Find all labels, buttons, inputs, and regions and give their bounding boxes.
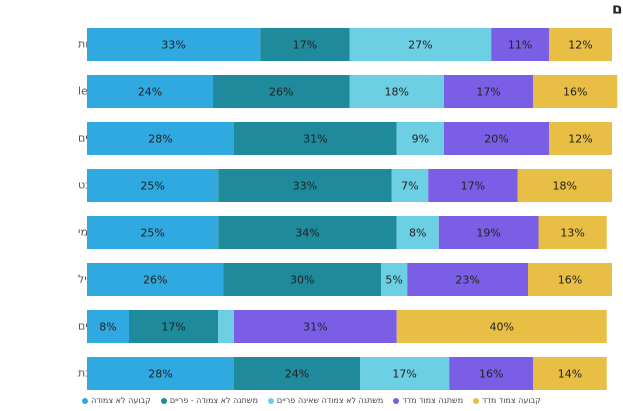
bar-segment <box>223 263 381 296</box>
legend-item: משתנה צמוד מדד <box>393 396 463 405</box>
bar-segment <box>444 122 549 155</box>
bar-segment <box>407 263 528 296</box>
value-label: 12% <box>568 39 592 52</box>
legend-label: משתנה לא צמודה - פריים <box>169 396 258 405</box>
value-label: 5% <box>385 274 402 287</box>
value-label: 30% <box>290 274 314 287</box>
legend-label: קבועה צמוד מדד <box>482 396 541 405</box>
value-label: 31% <box>303 133 327 146</box>
value-label: 25% <box>140 180 164 193</box>
bar-segment <box>218 310 234 343</box>
value-label: 18% <box>553 180 577 193</box>
value-label: 33% <box>161 39 185 52</box>
value-label: 17% <box>461 180 485 193</box>
bar-segment <box>349 28 492 61</box>
value-label: 24% <box>285 368 309 381</box>
legend-label: קבועה לא צמודה <box>91 396 151 405</box>
value-label: 26% <box>143 274 167 287</box>
legend-item: משתנה לא צמודה - פריים <box>160 396 258 405</box>
legend-item: קבועה לא צמודה <box>82 396 151 405</box>
value-label: 13% <box>560 227 584 240</box>
value-label: 19% <box>476 227 500 240</box>
legend-item: קבועה צמוד מדד <box>473 396 541 405</box>
value-label: 16% <box>479 368 503 381</box>
bar-segment <box>87 169 219 202</box>
bar-segment <box>87 122 234 155</box>
bar-segment <box>438 216 539 249</box>
value-label: 27% <box>408 39 432 52</box>
bar-segment <box>449 357 534 390</box>
value-label: 34% <box>295 227 319 240</box>
value-label: 25% <box>140 227 164 240</box>
legend: קבועה לא צמודה משתנה לא צמודה - פריים משתנ… <box>0 396 623 405</box>
bar-segment <box>234 310 397 343</box>
value-label: 7% <box>401 180 418 193</box>
value-label: 26% <box>269 86 293 99</box>
bar-segment <box>234 122 397 155</box>
legend-swatch <box>267 397 274 404</box>
bar-segment <box>87 263 224 296</box>
value-label: 18% <box>385 86 409 99</box>
bar-segment <box>87 28 261 61</box>
bar-segment <box>381 263 408 296</box>
value-label: 17% <box>476 86 500 99</box>
bar-segment <box>87 216 219 249</box>
bar-segment <box>396 122 444 155</box>
bar-segment <box>396 216 439 249</box>
bar-segment <box>396 310 607 343</box>
value-label: 8% <box>409 227 426 240</box>
bar-segment <box>234 357 360 390</box>
value-label: 20% <box>484 133 508 146</box>
bar-segment <box>533 357 607 390</box>
bar-segment <box>218 216 397 249</box>
legend-swatch <box>160 397 167 404</box>
value-label: 16% <box>558 274 582 287</box>
bar-segment <box>391 169 429 202</box>
legend-swatch <box>393 397 400 404</box>
value-label: 40% <box>490 321 514 334</box>
value-label: 16% <box>563 86 587 99</box>
bar-segment <box>533 75 618 108</box>
legend-label: משתנה לא צמודה שאינה פריים <box>276 396 384 405</box>
value-label: 23% <box>455 274 479 287</box>
legend-swatch <box>473 397 480 404</box>
chart: תמהיל המסלולים מסך הביצועים מזרחי טפחות3… <box>78 0 623 390</box>
value-label: 17% <box>392 368 416 381</box>
bar-segment <box>517 169 612 202</box>
value-label: 24% <box>138 86 162 99</box>
bar-segment <box>444 75 534 108</box>
legend-item: משתנה לא צמודה שאינה פריים <box>267 396 384 405</box>
bar-segment <box>538 216 607 249</box>
chart-title: תמהיל המסלולים מסך הביצועים <box>612 0 623 18</box>
bar-segment <box>218 169 392 202</box>
value-label: 8% <box>99 321 116 334</box>
bar-segment <box>87 357 234 390</box>
value-label: 33% <box>293 180 317 193</box>
bar-segment <box>360 357 450 390</box>
bar-segment <box>129 310 219 343</box>
bar-segment <box>428 169 518 202</box>
bar-segment <box>528 263 612 296</box>
value-label: 11% <box>508 39 532 52</box>
bar-segment <box>260 28 350 61</box>
value-label: 28% <box>148 368 172 381</box>
bar-segment <box>549 28 612 61</box>
legend-label: משתנה צמוד מדד <box>402 396 464 405</box>
legend-swatch <box>82 397 89 404</box>
bar-segment <box>87 75 213 108</box>
value-label: 17% <box>293 39 317 52</box>
value-label: 17% <box>161 321 185 334</box>
bar-segment <box>491 28 549 61</box>
value-label: 31% <box>303 321 327 334</box>
bar-segment <box>213 75 350 108</box>
bar-segment <box>87 310 129 343</box>
bar-segment <box>349 75 444 108</box>
bar-segment <box>549 122 612 155</box>
value-label: 12% <box>568 133 592 146</box>
value-label: 9% <box>412 133 429 146</box>
value-label: 14% <box>558 368 582 381</box>
value-label: 28% <box>148 133 172 146</box>
